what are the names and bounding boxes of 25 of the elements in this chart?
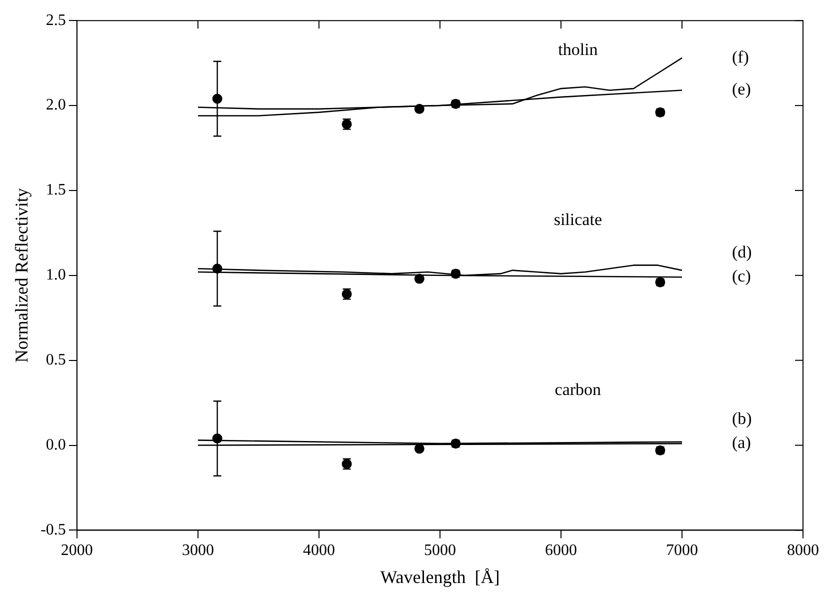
- x-tick-label: 6000: [544, 542, 577, 560]
- annotation: carbon: [554, 380, 602, 399]
- x-tick-label: 3000: [182, 542, 214, 560]
- x-tick-label: 8000: [787, 542, 819, 560]
- text: (a): [732, 433, 751, 452]
- x-axis-title: Wavelength [Å]: [380, 566, 500, 587]
- annotation: silicate: [554, 210, 602, 230]
- y-tick-label: -0.5: [40, 521, 66, 538]
- x-tick-label: 4000: [302, 542, 335, 560]
- x-tick-label: 5000: [424, 542, 456, 560]
- y-axis-title: Normalized Reflectivity: [12, 188, 32, 363]
- y-tick-label: 1.5: [46, 182, 66, 199]
- text: (c): [732, 266, 751, 286]
- y-tick-label: 1.0: [46, 266, 66, 284]
- y-tick-label: 2.0: [46, 96, 66, 114]
- annotation: tholin: [558, 40, 598, 60]
- x-tick-label: 7000: [666, 542, 698, 560]
- y-tick-label: 2.5: [46, 12, 66, 29]
- x-tick-label: 2000: [60, 542, 93, 560]
- text: (f): [732, 47, 749, 66]
- y-tick-label: 0.0: [46, 436, 66, 454]
- text: (b): [732, 409, 752, 428]
- text: (e): [732, 80, 751, 99]
- y-tick-label: 0.5: [46, 352, 66, 369]
- text: (d): [732, 242, 752, 262]
